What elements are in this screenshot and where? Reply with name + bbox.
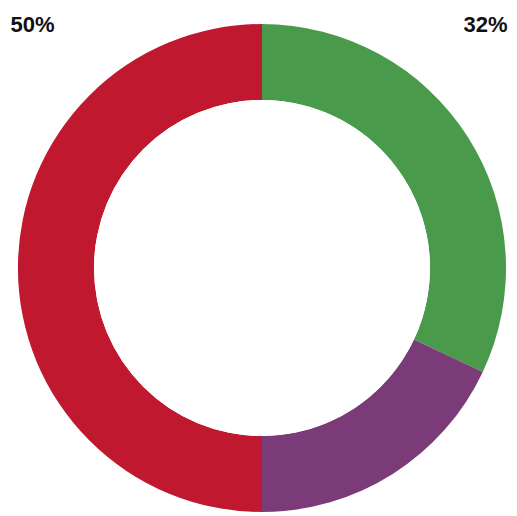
svg-text:32%: 32%: [463, 12, 507, 37]
svg-text:50%: 50%: [11, 12, 55, 37]
